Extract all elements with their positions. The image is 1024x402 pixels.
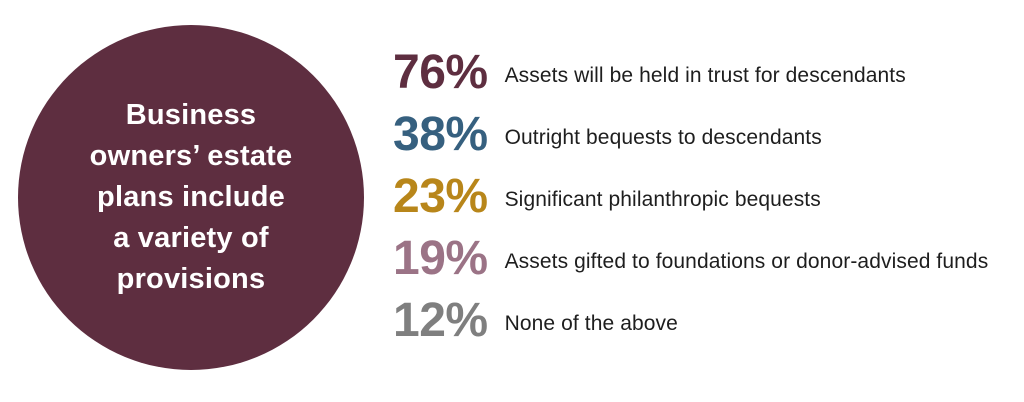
page-title: Business owners’ estate plans include a … bbox=[90, 95, 293, 300]
title-line: owners’ estate bbox=[89, 140, 293, 172]
stat-percent: 38% bbox=[393, 108, 488, 161]
stats-list: 76% Assets will be held in trust for des… bbox=[393, 49, 988, 345]
stat-label: Significant philanthropic bequests bbox=[504, 188, 821, 211]
stat-row-philanthropic: 23% Significant philanthropic bequests bbox=[393, 173, 988, 221]
title-circle: Business owners’ estate plans include a … bbox=[18, 25, 364, 370]
title-line: provisions bbox=[116, 263, 266, 295]
title-line: Business bbox=[125, 99, 257, 131]
stat-row-foundations: 19% Assets gifted to foundations or dono… bbox=[393, 235, 988, 283]
title-line: a variety of bbox=[113, 222, 269, 254]
stat-percent: 76% bbox=[393, 46, 488, 99]
stat-label: Outright bequests to descendants bbox=[504, 126, 822, 149]
stat-percent: 19% bbox=[393, 232, 488, 285]
stat-row-outright-bequests: 38% Outright bequests to descendants bbox=[393, 111, 988, 159]
stat-percent: 23% bbox=[393, 170, 488, 223]
stat-row-none: 12% None of the above bbox=[393, 297, 988, 345]
stat-percent: 12% bbox=[393, 294, 488, 347]
title-line: plans include bbox=[97, 181, 285, 213]
stat-label: Assets will be held in trust for descend… bbox=[504, 64, 906, 87]
stat-label: Assets gifted to foundations or donor-ad… bbox=[504, 250, 989, 273]
stat-label: None of the above bbox=[504, 312, 678, 335]
stat-row-trust: 76% Assets will be held in trust for des… bbox=[393, 49, 988, 97]
